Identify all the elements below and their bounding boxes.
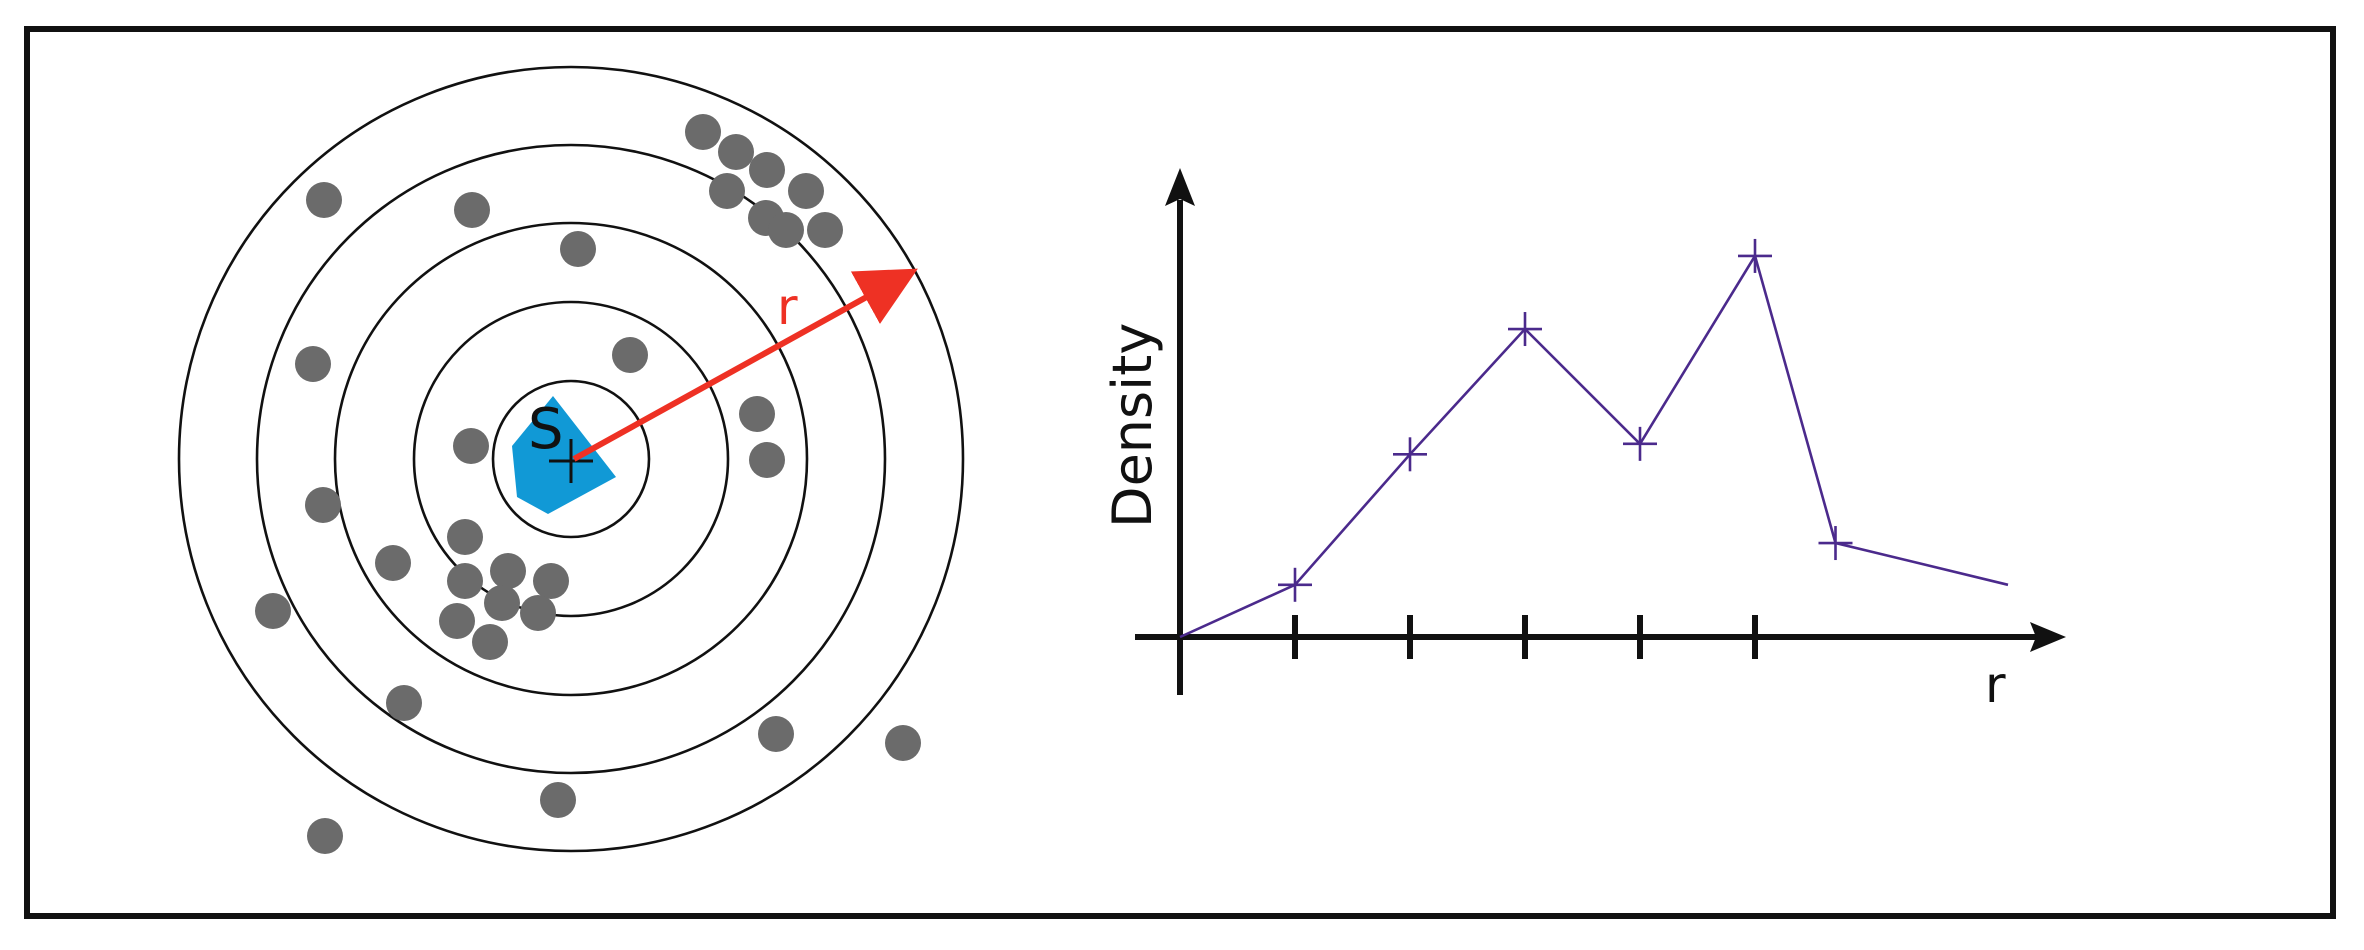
y-axis-arrowhead xyxy=(1165,168,1195,206)
point xyxy=(758,716,794,752)
point xyxy=(749,442,785,478)
point xyxy=(685,114,721,150)
point xyxy=(484,585,520,621)
point xyxy=(520,595,556,631)
point xyxy=(453,428,489,464)
point xyxy=(472,624,508,660)
x-axis-label: r xyxy=(1985,656,2006,714)
data-point-5 xyxy=(1623,426,1657,461)
ring-2 xyxy=(412,300,730,618)
data-point-4 xyxy=(1508,312,1542,347)
source-label: S xyxy=(528,397,564,462)
chart-axes xyxy=(1135,168,2066,695)
density-chart: r Density xyxy=(1101,168,2066,714)
point xyxy=(807,212,843,248)
radius-label: r xyxy=(777,278,798,336)
point xyxy=(612,337,648,373)
source-shape xyxy=(512,396,616,514)
point xyxy=(768,212,804,248)
point xyxy=(305,487,341,523)
point xyxy=(749,152,785,188)
point xyxy=(447,563,483,599)
scattered-points xyxy=(255,114,921,854)
y-axis-label: Density xyxy=(1101,323,1164,528)
density-markers xyxy=(1278,238,1853,602)
point xyxy=(386,685,422,721)
point xyxy=(307,818,343,854)
point xyxy=(739,396,775,432)
point xyxy=(788,173,824,209)
point xyxy=(709,173,745,209)
x-axis-arrowhead xyxy=(2030,622,2066,652)
radius-arrow xyxy=(572,268,918,462)
point xyxy=(454,192,490,228)
point xyxy=(533,563,569,599)
concentric-rings xyxy=(177,65,965,853)
density-line xyxy=(1179,252,2009,639)
ring-3 xyxy=(333,221,809,697)
point xyxy=(447,519,483,555)
point xyxy=(885,725,921,761)
point xyxy=(560,231,596,267)
point xyxy=(255,593,291,629)
point xyxy=(718,134,754,170)
point xyxy=(540,782,576,818)
data-point-3 xyxy=(1393,437,1427,472)
ring-diagram: S r xyxy=(177,65,965,854)
ring-5 xyxy=(177,65,965,853)
point xyxy=(439,603,475,639)
data-point-7 xyxy=(1818,526,1853,561)
ring-1 xyxy=(491,379,651,539)
source-center-marker xyxy=(549,439,593,483)
data-point-2 xyxy=(1278,567,1312,602)
data-point-6 xyxy=(1738,238,1772,273)
x-ticks xyxy=(1292,615,1758,659)
point xyxy=(295,346,331,382)
point xyxy=(306,182,342,218)
point xyxy=(490,553,526,589)
point xyxy=(375,545,411,581)
ring-4 xyxy=(255,143,887,775)
